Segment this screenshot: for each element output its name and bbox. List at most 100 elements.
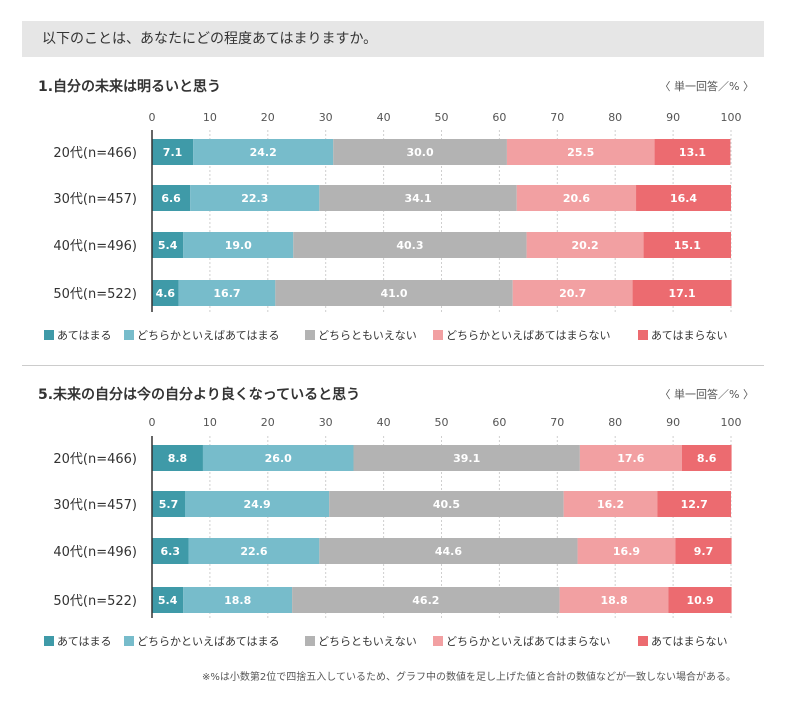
chart-1-legend-label: どちらともいえない: [318, 329, 417, 342]
chart-1-data-label: 5.4: [158, 239, 178, 252]
chart-2-bar-segment: [353, 445, 580, 471]
chart-1-x-tick-label: 50: [435, 111, 449, 124]
chart-2-bar-segment: [152, 538, 189, 564]
chart-1-bar-segment: [333, 139, 507, 165]
chart-2-bar-segment: [579, 445, 682, 471]
section-divider: [22, 365, 764, 366]
chart-1-data-label: 24.2: [250, 146, 277, 159]
chart-2-legend-swatch: [638, 636, 648, 646]
chart-1-bar-segment: [178, 280, 276, 306]
chart-2-data-label: 26.0: [265, 452, 292, 465]
chart-2-x-tick-label: 20: [261, 416, 275, 429]
chart-2-data-label: 10.9: [686, 594, 713, 607]
chart-1-data-label: 6.6: [161, 192, 181, 205]
chart-1-data-label: 30.0: [407, 146, 434, 159]
chart-2-x-tick-label: 90: [666, 416, 680, 429]
chart-1-data-label: 15.1: [674, 239, 701, 252]
chart-2-legend-label: あてはまる: [57, 635, 112, 648]
chart-1-bar-segment: [516, 185, 637, 211]
chart-1-data-label: 17.1: [669, 287, 696, 300]
chart-1-x-tick-label: 40: [377, 111, 391, 124]
chart-1-category-label: 50代(n=522): [53, 287, 137, 302]
chart-1-legend-label: どちらかといえばあてはまる: [137, 329, 280, 342]
chart-2-data-label: 17.6: [617, 452, 644, 465]
chart-1-legend-swatch: [124, 330, 134, 340]
chart-2-data-label: 8.8: [168, 452, 188, 465]
chart-1-bar-segment: [183, 232, 294, 258]
chart-2-bar-segment: [681, 445, 732, 471]
chart-1-data-label: 4.6: [156, 287, 176, 300]
chart-2-data-label: 22.6: [240, 545, 267, 558]
chart-2-bar-segment: [577, 538, 676, 564]
chart-1-bar-segment: [152, 185, 191, 211]
chart-2-data-label: 5.7: [159, 498, 179, 511]
chart-2-x-tick-label: 10: [203, 416, 217, 429]
chart-2-data-label: 24.9: [244, 498, 271, 511]
chart-1-bar-segment: [643, 232, 731, 258]
chart-1-bar-segment: [319, 185, 517, 211]
chart-2-data-label: 6.3: [160, 545, 180, 558]
chart-1-x-tick-label: 60: [492, 111, 506, 124]
chart-1-category-label: 20代(n=466): [53, 146, 137, 161]
chart-2-legend-label: あてはまらない: [651, 635, 728, 648]
chart-2-bar-segment: [675, 538, 732, 564]
chart-2-bar-segment: [668, 587, 732, 613]
chart-2-bar-segment: [292, 587, 560, 613]
chart-1-x-tick-label: 10: [203, 111, 217, 124]
chart-1-data-label: 20.6: [563, 192, 590, 205]
chart-2-x-tick-label: 100: [721, 416, 742, 429]
chart-1-bar-segment: [632, 280, 732, 306]
chart-1-bar-segment: [293, 232, 527, 258]
chart-2-bar-segment: [152, 587, 184, 613]
chart-1-legend-label: あてはまらない: [651, 329, 728, 342]
chart-2-data-label: 18.8: [600, 594, 627, 607]
chart-1-x-tick-label: 100: [721, 111, 742, 124]
chart-2-legend-swatch: [44, 636, 54, 646]
chart-2-bar-segment: [319, 538, 578, 564]
chart-1-legend-swatch: [433, 330, 443, 340]
chart-1-x-tick-label: 90: [666, 111, 680, 124]
chart-1-data-label: 20.7: [559, 287, 586, 300]
chart-1-data-label: 20.2: [572, 239, 599, 252]
question-header: 以下のことは、あなたにどの程度あてはまりますか。: [22, 21, 764, 57]
chart-1-data-label: 19.0: [225, 239, 252, 252]
chart-1-data-label: 34.1: [404, 192, 431, 205]
chart-2-data-label: 40.5: [433, 498, 460, 511]
chart-1-legend-swatch: [44, 330, 54, 340]
chart-1-legend-swatch: [305, 330, 315, 340]
chart-2-legend-swatch: [305, 636, 315, 646]
chart-2-unit-label: 〈 単一回答／% 〉: [659, 388, 754, 401]
chart-2-category-label: 30代(n=457): [53, 498, 137, 513]
chart-2-bar-segment: [185, 491, 330, 517]
chart-2-bar-segment: [329, 491, 564, 517]
chart-2-x-tick-label: 40: [377, 416, 391, 429]
chart-1-bar-segment: [275, 280, 513, 306]
chart-2-legend-swatch: [124, 636, 134, 646]
chart-2-data-label: 5.4: [158, 594, 178, 607]
chart-2-data-label: 18.8: [224, 594, 251, 607]
chart-2-legend-label: どちらかといえばあてはまる: [137, 635, 280, 648]
chart-2-category-label: 50代(n=522): [53, 594, 137, 609]
chart-1-category-label: 30代(n=457): [53, 192, 137, 207]
chart-1-title: 1.自分の未来は明るいと思う: [38, 79, 222, 95]
chart-2-data-label: 9.7: [694, 545, 714, 558]
chart-2-data-label: 39.1: [453, 452, 480, 465]
chart-2-data-label: 16.2: [597, 498, 624, 511]
chart-2-title: 5.未来の自分は今の自分より良くなっていると思う: [38, 387, 361, 403]
chart-2-bar-segment: [559, 587, 669, 613]
question-text: 以下のことは、あなたにどの程度あてはまりますか。: [42, 31, 378, 47]
chart-1-bar-segment: [636, 185, 731, 211]
chart-1-data-label: 16.7: [213, 287, 240, 300]
chart-1-x-tick-label: 80: [608, 111, 622, 124]
chart-2-category-label: 20代(n=466): [53, 452, 137, 467]
chart-2-legend-label: どちらかといえばあてはまらない: [446, 635, 611, 648]
chart-2-bar-segment: [188, 538, 320, 564]
chart-1-legend-swatch: [638, 330, 648, 340]
chart-2-legend-swatch: [433, 636, 443, 646]
chart-1-data-label: 13.1: [679, 146, 706, 159]
chart-1-data-label: 22.3: [241, 192, 268, 205]
chart-1-legend-label: あてはまる: [57, 329, 112, 342]
chart-2-bar-segment: [152, 491, 186, 517]
chart-1-bar-segment: [512, 280, 633, 306]
